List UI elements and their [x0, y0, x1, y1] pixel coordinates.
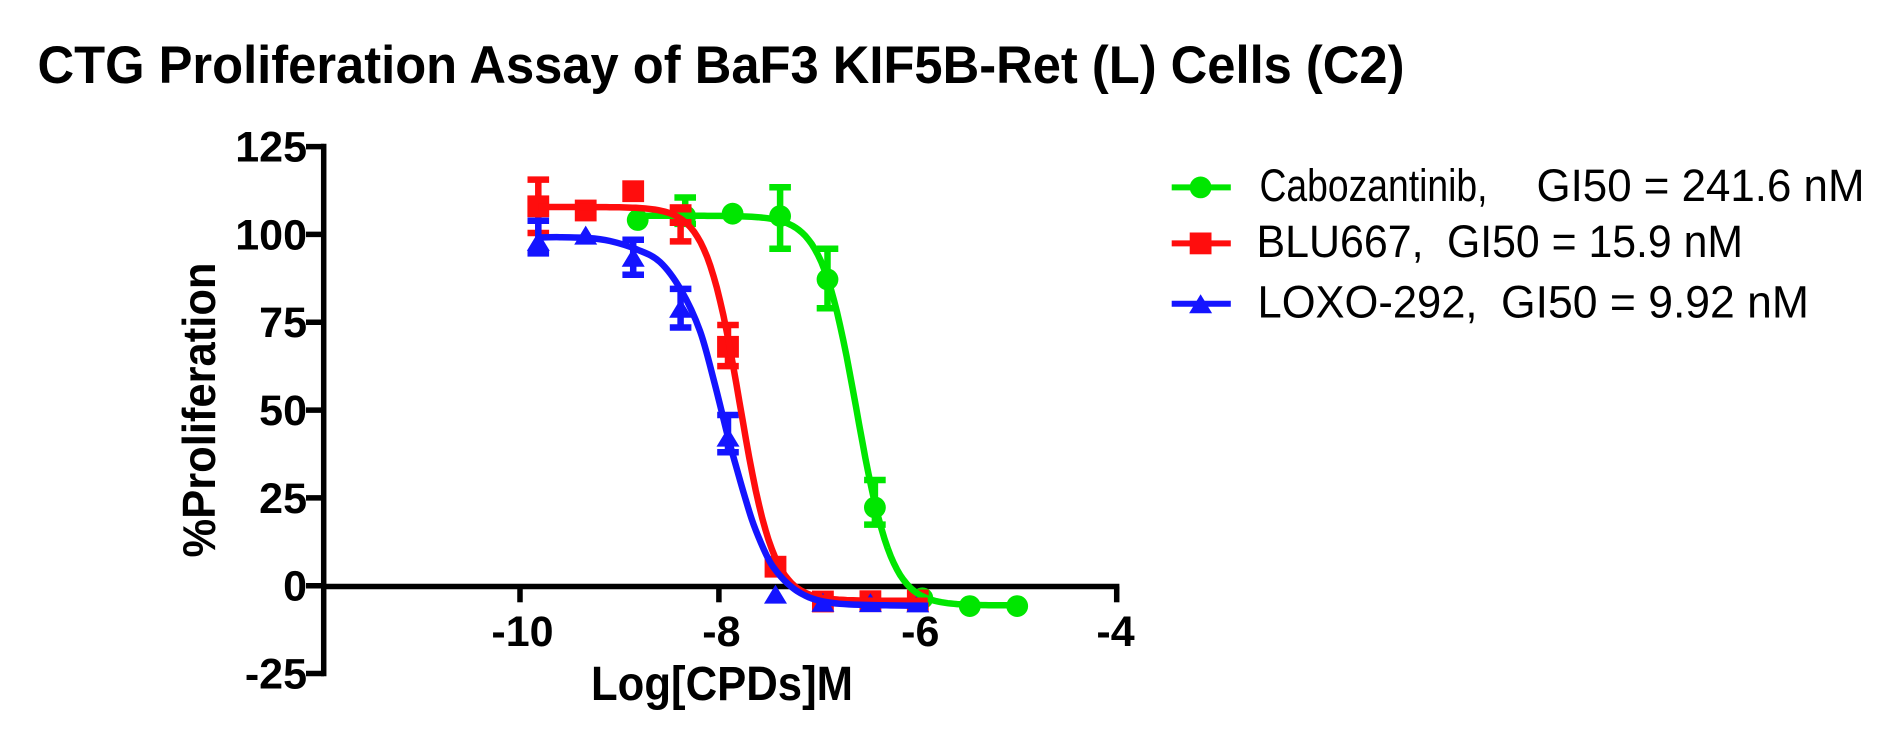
- svg-text:-6: -6: [901, 608, 939, 656]
- svg-text:Log[CPDs]M: Log[CPDs]M: [591, 658, 853, 711]
- svg-text:-8: -8: [702, 608, 740, 656]
- svg-text:100: 100: [235, 211, 307, 259]
- svg-text:125: 125: [235, 124, 307, 172]
- svg-text:LOXO-292,: LOXO-292,: [1258, 277, 1478, 328]
- svg-text:GI50 = 15.9 nM: GI50 = 15.9 nM: [1447, 216, 1743, 267]
- svg-text:0: 0: [283, 563, 307, 611]
- svg-text:GI50 = 241.6 nM: GI50 = 241.6 nM: [1537, 160, 1865, 211]
- svg-text:-4: -4: [1096, 608, 1134, 656]
- svg-text:50: 50: [259, 387, 307, 435]
- svg-text:%Proliferation: %Proliferation: [173, 263, 225, 558]
- svg-text:CTG Proliferation Assay of BaF: CTG Proliferation Assay of BaF3 KIF5B-Re…: [38, 36, 1405, 95]
- svg-text:GI50 = 9.92 nM: GI50 = 9.92 nM: [1501, 277, 1809, 328]
- svg-text:75: 75: [259, 299, 307, 347]
- svg-text:-25: -25: [245, 651, 307, 699]
- svg-text:-10: -10: [491, 608, 553, 656]
- svg-text:25: 25: [259, 475, 307, 523]
- svg-text:Cabozantinib,: Cabozantinib,: [1260, 160, 1488, 211]
- svg-text:BLU667,: BLU667,: [1257, 216, 1424, 267]
